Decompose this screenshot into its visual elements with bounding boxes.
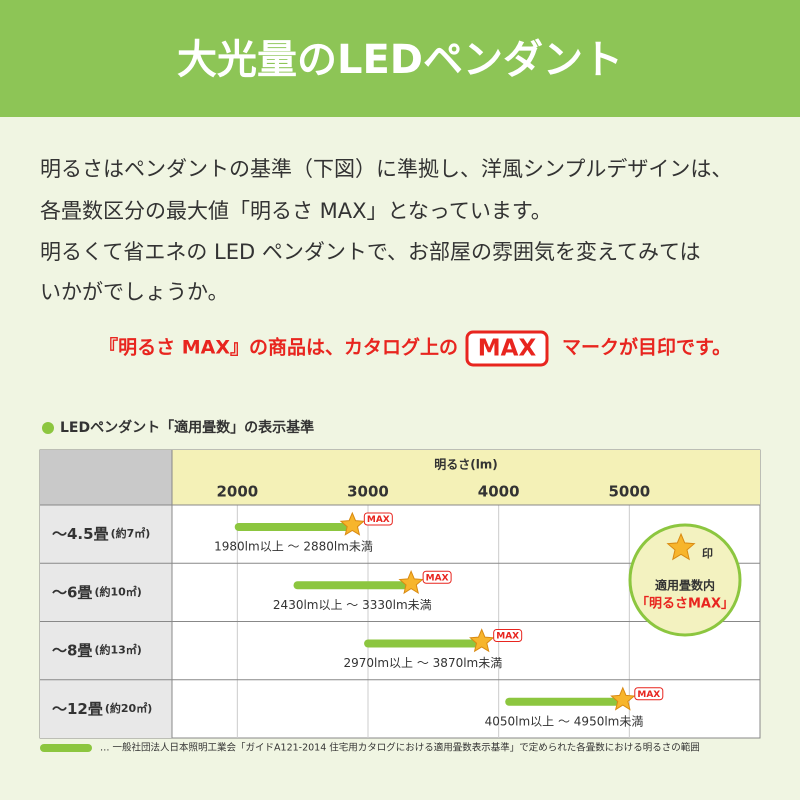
category-note: (約10㎡) (94, 584, 141, 598)
category-name: ～4.5畳 (52, 525, 109, 543)
notice-text: 『明るさ MAX』の商品は、カタログ上の (99, 336, 458, 359)
x-tick-label: 2000 (216, 483, 258, 501)
max-star (398, 570, 424, 595)
intro-line: 各畳数区分の最大値「明るさ MAX」となっています。 (40, 199, 552, 223)
category-label: ～4.5畳 (約7㎡) (52, 525, 150, 543)
range-bar (364, 639, 482, 648)
category-note: (約13㎡) (94, 643, 141, 657)
intro-line: 明るさはペンダントの基準（下図）に準拠し、洋風シンプルデザインは、 (40, 157, 732, 181)
max-star (610, 686, 636, 711)
legend-swatch (40, 744, 92, 752)
badge-circle (628, 523, 742, 637)
max-star (469, 628, 495, 653)
notice-badge: MAX (478, 336, 537, 362)
range-label: 2970lm以上 ～ 3870lm未満 (343, 656, 502, 670)
category-label: ～8畳 (約13㎡) (52, 641, 142, 659)
max-badge-box (422, 570, 452, 584)
category-note: (約7㎡) (111, 526, 151, 540)
max-badge-box (363, 512, 393, 526)
max-badge-box (493, 629, 523, 642)
max-badge: MAX (637, 690, 660, 700)
max-badge: MAX (426, 573, 449, 583)
range-label: 1980lm以上 ～ 2880lm未満 (214, 540, 373, 554)
header-band (0, 0, 800, 117)
category-label: ～12畳 (約20㎡) (52, 699, 152, 717)
max-star (339, 511, 365, 536)
notice-badge-box (465, 330, 549, 367)
badge-text: 「明るさMAX」 (636, 596, 734, 612)
badge-text: 適用畳数内 (655, 578, 715, 593)
x-tick-label: 5000 (608, 483, 650, 501)
category-name: ～6畳 (52, 583, 92, 601)
badge-mark: 印 (702, 547, 713, 560)
notice-text: マークが目印です。 (562, 336, 731, 359)
category-name: ～12畳 (52, 699, 103, 717)
max-badge: MAX (496, 632, 519, 642)
max-badge-box (634, 687, 664, 701)
chart-title: LEDペンダント「適用畳数」の表示基準 (60, 419, 314, 436)
max-badge: MAX (367, 515, 390, 525)
legend-text: … 一般社団法人日本照明工業会「ガイドA121-2014 住宅用カタログにおける… (100, 742, 700, 754)
range-label: 4050lm以上 ～ 4950lm未満 (485, 714, 644, 728)
range-bar (293, 581, 412, 590)
x-axis-label: 明るさ(lm) (434, 458, 498, 472)
corner-cell (40, 450, 172, 505)
category-note: (約20㎡) (105, 701, 152, 715)
axis-header (172, 450, 760, 505)
range-bar (234, 523, 353, 531)
intro-line: 明るくて省エネの LED ペンダントで、お部屋の雰囲気を変えてみては (40, 240, 701, 264)
badge-star (666, 532, 696, 561)
header-title: 大光量のLEDペンダント (177, 37, 623, 83)
x-tick-label: 3000 (347, 483, 389, 501)
category-name: ～8畳 (52, 641, 92, 659)
section-bullet (42, 422, 54, 434)
range-label: 2430lm以上 ～ 3330lm未満 (273, 598, 432, 612)
intro-line: いかがでしょうか。 (40, 280, 229, 304)
category-label: ～6畳 (約10㎡) (52, 583, 142, 601)
range-bar (505, 697, 623, 706)
x-tick-label: 4000 (478, 483, 520, 501)
